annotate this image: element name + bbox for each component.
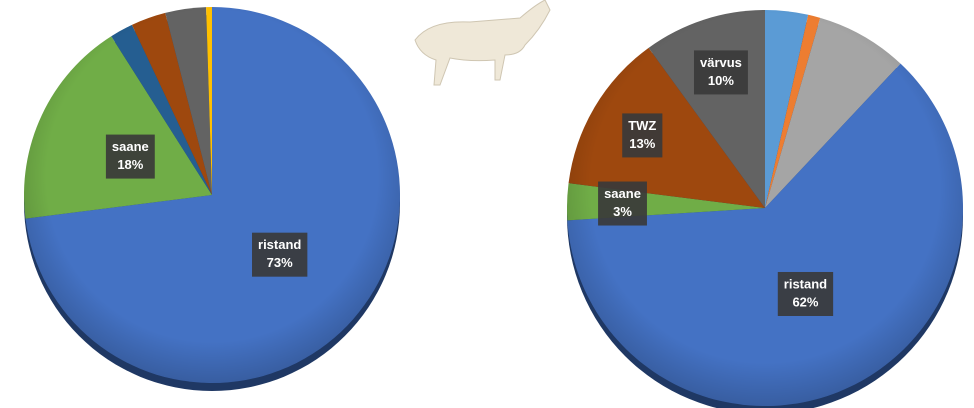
label-category: TWZ: [628, 118, 656, 133]
goat-illustration: [415, 0, 550, 85]
data-label: TWZ 13%: [622, 113, 662, 157]
label-value: 10%: [708, 73, 734, 88]
label-category: ristand: [258, 237, 301, 252]
data-label: värvus 10%: [694, 50, 748, 94]
label-value: 73%: [267, 255, 293, 270]
data-label: saane 3%: [598, 182, 647, 226]
label-value: 3%: [613, 204, 632, 219]
label-value: 62%: [792, 294, 818, 309]
data-label: ristand 62%: [778, 272, 833, 316]
pie-shading: [24, 7, 400, 383]
label-value: 13%: [629, 136, 655, 151]
data-label: saane 18%: [106, 135, 155, 179]
chart: ristand 73% saane 18% ristand 62% saane 3% TWZ 13…: [0, 0, 974, 408]
label-value: 18%: [117, 157, 143, 172]
data-label: ristand 73%: [252, 233, 307, 277]
label-category: ristand: [784, 276, 827, 291]
label-category: saane: [604, 186, 641, 201]
label-category: värvus: [700, 55, 742, 70]
label-category: saane: [112, 139, 149, 154]
